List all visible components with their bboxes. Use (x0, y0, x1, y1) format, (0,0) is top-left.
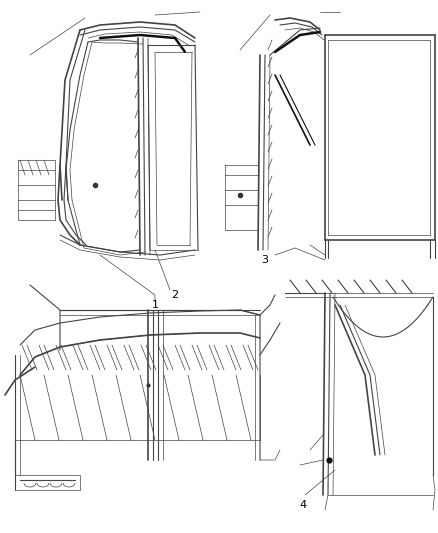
Text: 1: 1 (152, 300, 159, 310)
Text: 2: 2 (171, 290, 179, 300)
Text: 3: 3 (261, 255, 268, 265)
Text: 4: 4 (300, 500, 307, 510)
